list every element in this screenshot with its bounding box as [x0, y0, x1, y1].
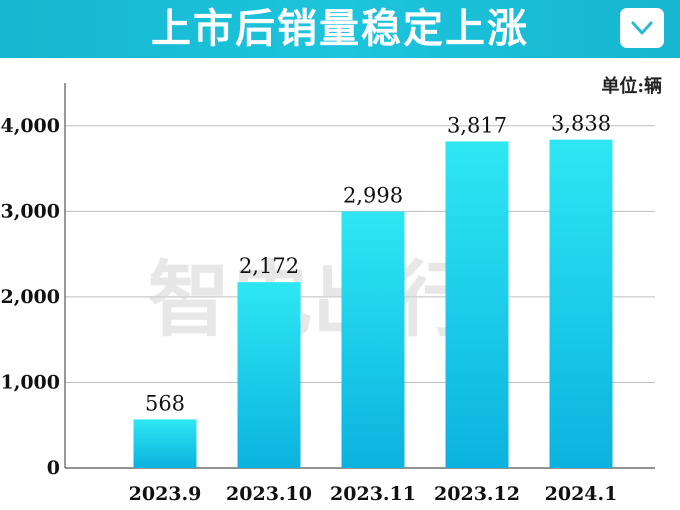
title-banner: 上市后销量稳定上涨 [0, 0, 680, 58]
collapse-button[interactable] [620, 8, 664, 48]
x-tick-label: 2023.10 [226, 483, 312, 505]
data-label: 3,838 [551, 112, 611, 136]
x-tick-label: 2023.12 [434, 483, 520, 505]
y-tick-label: 0 [47, 457, 60, 479]
watermark: 智电出行 [148, 253, 476, 348]
y-tick-labels: 0 1,000 2,000 3,000 4,000 [1, 115, 61, 479]
bars [133, 139, 613, 468]
x-tick-label: 2023.9 [129, 483, 202, 505]
x-tick-label: 2023.11 [330, 483, 416, 505]
bar [549, 139, 613, 468]
y-tick-label: 4,000 [1, 115, 61, 137]
y-tick-label: 2,000 [1, 286, 61, 308]
bar [237, 282, 301, 468]
data-labels: 568 2,172 2,998 3,817 3,838 [145, 112, 611, 416]
data-label: 568 [145, 391, 185, 415]
x-tick-label: 2024.1 [545, 483, 618, 505]
y-tick-label: 3,000 [1, 200, 61, 222]
bar-chart: 智电出行 0 1,000 2,000 3,000 4,000 568 2,172 2,998… [1, 83, 655, 505]
x-tick-labels: 2023.9 2023.10 2023.11 2023.12 2024.1 [129, 483, 618, 505]
data-label: 2,998 [343, 184, 403, 208]
bar [445, 141, 509, 468]
bar [133, 419, 197, 468]
chevron-down-icon [631, 21, 653, 35]
unit-label: 单位:辆 [601, 76, 662, 97]
y-tick-label: 1,000 [1, 371, 61, 393]
data-label: 2,172 [239, 254, 299, 278]
page-title: 上市后销量稳定上涨 [151, 6, 529, 52]
bar [341, 211, 405, 468]
data-label: 3,817 [447, 113, 507, 137]
